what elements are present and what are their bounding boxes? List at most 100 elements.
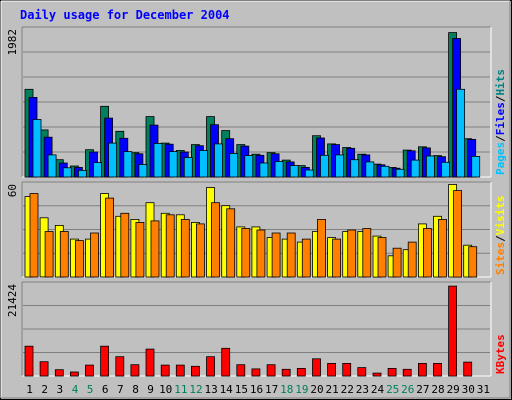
bar-sites-day-24 <box>377 237 387 278</box>
bar-sites-day-23 <box>362 228 372 278</box>
day-label-30: 30 <box>462 383 475 396</box>
bar-sites-day-3 <box>59 231 69 278</box>
bar-pages-day-11 <box>183 157 193 178</box>
legend-entry: KBytes <box>494 334 507 374</box>
bar-pages-day-14 <box>229 152 239 178</box>
bar-pages-day-28 <box>441 161 450 178</box>
bar-kbytes-day-12 <box>190 365 200 377</box>
bar-kbytes-day-17 <box>266 364 276 377</box>
bar-pages-day-3 <box>62 167 72 178</box>
day-labels: 1 2 3 4 5 6 7 8 9 10 11 12 13 14 15 16 17 18 19 20 21 22 23 24 2… <box>26 383 490 396</box>
bar-kbytes-day-5 <box>85 364 94 377</box>
axis-max-label-hits-files-pages: 1982 <box>6 29 19 56</box>
day-label-5: 5 <box>87 383 94 396</box>
bar-sites-day-21 <box>332 238 342 278</box>
legend-entry: Visits <box>494 196 507 236</box>
bar-kbytes-day-10 <box>160 364 170 377</box>
bar-sites-day-5 <box>90 232 99 278</box>
legend-hits-files-pages: Pages/Files/Hits <box>494 69 507 175</box>
bar-kbytes-day-13 <box>206 356 215 377</box>
bar-kbytes-day-22 <box>342 362 352 377</box>
bar-sites-day-19 <box>301 238 311 278</box>
bar-sites-day-12 <box>195 223 205 278</box>
bar-kbytes-day-6 <box>100 345 109 377</box>
bar-sites-day-22 <box>347 229 357 278</box>
bar-sites-day-14 <box>226 208 236 278</box>
bar-sites-day-2 <box>44 231 54 278</box>
legend-entry: Pages <box>494 142 507 175</box>
day-label-12: 12 <box>189 383 202 396</box>
bar-sites-day-20 <box>317 218 326 278</box>
bar-sites-day-30 <box>468 246 478 278</box>
bar-sites-day-15 <box>241 228 251 278</box>
bar-pages-day-8 <box>138 164 148 178</box>
bar-pages-day-4 <box>78 169 87 178</box>
bar-kbytes-day-2 <box>39 361 49 377</box>
bar-sites-day-25 <box>392 247 402 278</box>
day-label-3: 3 <box>56 383 63 396</box>
bar-sites-day-1 <box>29 193 39 278</box>
bars <box>24 32 481 377</box>
bar-kbytes-day-27 <box>417 362 427 377</box>
day-label-23: 23 <box>356 383 369 396</box>
day-label-17: 17 <box>265 383 278 396</box>
bar-pages-day-2 <box>47 154 57 178</box>
day-label-22: 22 <box>341 383 354 396</box>
legend-entry: Files <box>494 102 507 135</box>
day-label-6: 6 <box>102 383 109 396</box>
day-label-2: 2 <box>41 383 48 396</box>
bar-sites-day-16 <box>256 229 266 278</box>
bar-kbytes-day-3 <box>54 369 64 377</box>
bar-sites-day-13 <box>211 202 220 278</box>
bar-sites-day-10 <box>165 214 175 278</box>
bar-kbytes-day-28 <box>433 362 442 377</box>
axis-max-labels: 1982 60 21424 <box>6 29 19 317</box>
bar-pages-day-20 <box>320 154 329 178</box>
bar-kbytes-day-26 <box>402 368 412 377</box>
bar-sites-day-17 <box>271 232 281 278</box>
day-label-8: 8 <box>132 383 139 396</box>
bar-kbytes-day-24 <box>372 372 382 377</box>
day-label-15: 15 <box>235 383 248 396</box>
day-label-29: 29 <box>447 383 460 396</box>
day-label-7: 7 <box>117 383 124 396</box>
bar-sites-day-26 <box>407 241 417 278</box>
bar-pages-day-10 <box>168 151 178 178</box>
bar-sites-day-18 <box>286 232 296 278</box>
axis-max-label-kbytes: 21424 <box>6 284 19 317</box>
bar-pages-day-27 <box>425 155 435 178</box>
legend-entry: / <box>494 135 507 142</box>
bar-sites-day-8 <box>135 221 145 278</box>
chart-title: Daily usage for December 2004 <box>20 8 230 22</box>
day-label-31: 31 <box>477 383 490 396</box>
bar-kbytes-day-15 <box>236 364 246 377</box>
bar-sites-day-27 <box>422 228 432 278</box>
day-label-21: 21 <box>325 383 338 396</box>
bar-sites-day-4 <box>75 240 84 278</box>
bar-kbytes-day-25 <box>387 367 397 377</box>
bar-pages-day-1 <box>32 119 42 178</box>
bar-pages-day-9 <box>153 143 163 178</box>
day-label-26: 26 <box>401 383 414 396</box>
bar-pages-day-26 <box>410 159 420 178</box>
bar-kbytes-day-9 <box>145 348 155 377</box>
bar-sites-day-11 <box>180 218 190 278</box>
day-label-20: 20 <box>310 383 323 396</box>
bar-pages-day-25 <box>395 168 405 178</box>
legend-entry: / <box>494 95 507 102</box>
bar-pages-day-12 <box>198 150 208 178</box>
bar-sites-day-6 <box>105 197 114 278</box>
bar-kbytes-day-29 <box>448 285 458 377</box>
bar-pages-day-7 <box>123 151 133 178</box>
bar-pages-day-17 <box>274 161 284 178</box>
day-label-1: 1 <box>26 383 33 396</box>
bar-pages-day-30 <box>471 155 481 178</box>
day-label-13: 13 <box>204 383 217 396</box>
day-label-24: 24 <box>371 383 385 396</box>
bar-pages-day-24 <box>380 165 390 178</box>
bar-pages-day-15 <box>244 155 254 178</box>
day-label-10: 10 <box>159 383 172 396</box>
bar-pages-day-29 <box>456 88 466 178</box>
